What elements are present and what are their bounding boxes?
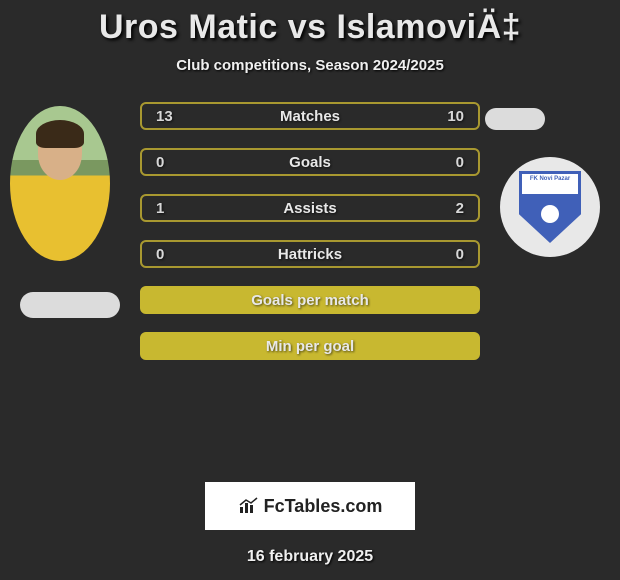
stat-row: 0 Hattricks 0 — [140, 240, 480, 268]
shield-icon: FK Novi Pazar — [519, 171, 581, 243]
date-text: 16 february 2025 — [0, 548, 620, 566]
stat-right-value: 2 — [456, 200, 464, 217]
watermark-text: FcTables.com — [264, 496, 383, 517]
page-title: Uros Matic vs IslamoviÄ‡ — [0, 0, 620, 47]
stat-label: Hattricks — [142, 246, 478, 263]
stat-bars: 13 Matches 10 0 Goals 0 1 Assists 2 0 Ha… — [140, 102, 480, 378]
club-right-pill — [485, 108, 545, 130]
stat-row: 0 Goals 0 — [140, 148, 480, 176]
stat-right-value: 0 — [456, 154, 464, 171]
comparison-panel: FK Novi Pazar 13 Matches 10 0 Goals 0 1 … — [0, 102, 620, 482]
club-left-badge — [20, 292, 120, 318]
ball-icon — [541, 205, 559, 223]
shield-text: FK Novi Pazar — [522, 174, 578, 194]
stat-row: Goals per match — [140, 286, 480, 314]
subtitle: Club competitions, Season 2024/2025 — [0, 57, 620, 74]
watermark: FcTables.com — [205, 482, 415, 530]
club-right-logo: FK Novi Pazar — [500, 157, 600, 257]
player-left-avatar — [10, 106, 110, 261]
stat-right-value: 10 — [447, 108, 464, 125]
stat-label: Matches — [142, 108, 478, 125]
stat-left-value: 13 — [156, 108, 173, 125]
stat-left-value: 1 — [156, 200, 164, 217]
stat-right-value: 0 — [456, 246, 464, 263]
stat-row: Min per goal — [140, 332, 480, 360]
stat-label: Assists — [142, 200, 478, 217]
chart-icon — [238, 497, 260, 520]
stat-row: 1 Assists 2 — [140, 194, 480, 222]
stat-label: Goals — [142, 154, 478, 171]
stat-row: 13 Matches 10 — [140, 102, 480, 130]
stat-left-value: 0 — [156, 154, 164, 171]
stat-label: Goals per match — [142, 292, 478, 309]
stat-left-value: 0 — [156, 246, 164, 263]
stat-label: Min per goal — [142, 338, 478, 355]
